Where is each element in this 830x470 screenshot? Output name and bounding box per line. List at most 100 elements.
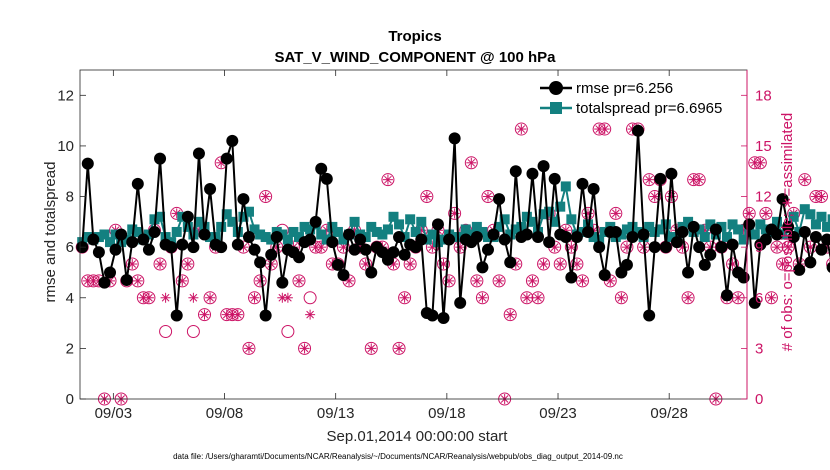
asterisk-stroke <box>139 293 148 302</box>
rmse-point <box>426 309 439 322</box>
totalspread-point <box>221 209 232 220</box>
asterisk-stroke <box>183 260 192 268</box>
rmse-point <box>120 274 133 287</box>
obs-possible-point <box>253 274 267 288</box>
asterisk-stroke <box>200 310 209 319</box>
obs-assimilated-point <box>344 275 355 286</box>
rmse-point <box>359 243 372 256</box>
rmse-point <box>326 236 339 249</box>
asterisk-stroke <box>650 192 659 201</box>
obs-possible-point <box>770 240 784 254</box>
obs-assimilated-point <box>755 157 766 168</box>
rmse-point <box>154 152 167 165</box>
asterisk-stroke <box>389 260 398 268</box>
obs-assimilated-point <box>155 259 166 270</box>
obs-assimilated-point <box>566 242 577 253</box>
asterisk-stroke <box>523 293 531 302</box>
totalspread-point <box>666 232 677 243</box>
obs-possible-point <box>726 257 740 271</box>
rmse-point <box>343 228 356 241</box>
rmse-point <box>632 124 645 137</box>
y-tick-label: 0 <box>66 391 74 408</box>
totalspread-point <box>327 221 338 232</box>
rmse-point <box>509 165 522 178</box>
rmse-point <box>687 220 700 233</box>
asterisk-stroke <box>556 260 565 268</box>
asterisk-stroke <box>517 125 526 133</box>
rmse-point <box>254 256 267 269</box>
rmse-point <box>720 289 733 302</box>
totalspread-point <box>82 232 93 243</box>
totalspread-point <box>260 232 271 243</box>
asterisk-stroke <box>478 293 487 302</box>
rmse-point <box>242 231 255 244</box>
totalspread-point <box>288 226 299 237</box>
totalspread-point <box>277 229 288 240</box>
y-right-tick-label: 15 <box>755 138 772 155</box>
asterisk-stroke <box>495 277 503 285</box>
rmse-point <box>198 228 211 241</box>
rmse-point <box>759 233 772 246</box>
rmse-point <box>626 231 639 244</box>
obs-assimilated-point <box>555 259 566 270</box>
totalspread-point <box>683 216 694 227</box>
obs-possible-point <box>609 206 623 220</box>
asterisk-stroke <box>645 175 654 184</box>
y-tick-label: 2 <box>66 340 74 357</box>
obs-assimilated-point <box>494 275 505 286</box>
obs-possible-point <box>303 291 317 305</box>
totalspread-point <box>738 234 749 245</box>
obs-assimilated-point <box>694 174 705 185</box>
obs-possible-point <box>492 274 506 288</box>
asterisk-stroke <box>750 158 759 167</box>
totalspread-point <box>216 221 227 232</box>
asterisk-stroke <box>172 209 181 218</box>
rmse-point <box>782 220 795 233</box>
obs-possible-point <box>681 291 695 305</box>
asterisk-stroke <box>467 158 476 167</box>
rmse-point <box>304 233 317 246</box>
obs-possible-point <box>575 274 589 288</box>
obs-assimilated-point <box>421 191 432 202</box>
rmse-point <box>676 225 689 238</box>
totalspread-point <box>132 226 143 237</box>
obs-assimilated-point <box>766 292 777 303</box>
y-right-tick-label: 3 <box>755 340 763 357</box>
asterisk-stroke <box>400 293 409 302</box>
rmse-point <box>670 236 683 249</box>
rmse-point <box>454 296 467 309</box>
obs-assimilated-point <box>521 292 532 303</box>
rmse-point <box>187 241 200 254</box>
totalspread-point <box>332 226 343 237</box>
obs-possible-point <box>442 274 456 288</box>
x-tick-label: 09/03 <box>95 405 133 422</box>
rmse-point <box>693 241 706 254</box>
obs-possible-point <box>203 291 217 305</box>
rmse-point <box>570 231 583 244</box>
totalspread-point <box>822 221 830 232</box>
rmse-point <box>398 248 411 261</box>
obs-possible-point <box>620 240 634 254</box>
obs-assimilated-point <box>382 174 393 185</box>
rmse-point <box>98 276 111 289</box>
obs-possible-point <box>776 257 790 271</box>
rmse-point <box>665 167 678 180</box>
totalspread-point <box>105 237 116 248</box>
rmse-point <box>698 258 711 271</box>
obs-assimilated-point <box>305 309 316 320</box>
totalspread-point <box>155 211 166 222</box>
rmse-point <box>348 243 361 256</box>
legend-rmse-marker <box>549 81 563 95</box>
obs-possible-point <box>159 325 173 339</box>
x-tick-label: 09/23 <box>539 405 577 422</box>
asterisk-stroke <box>278 293 287 302</box>
rmse-point <box>87 233 100 246</box>
rmse-point <box>476 261 489 274</box>
rmse-point <box>176 238 189 251</box>
obs-possible-point <box>420 190 434 204</box>
asterisk-stroke <box>623 243 631 252</box>
totalspread-point <box>349 216 360 227</box>
asterisk-stroke <box>306 310 314 319</box>
rmse-point <box>448 132 461 145</box>
obs-assimilated-point <box>533 292 544 303</box>
